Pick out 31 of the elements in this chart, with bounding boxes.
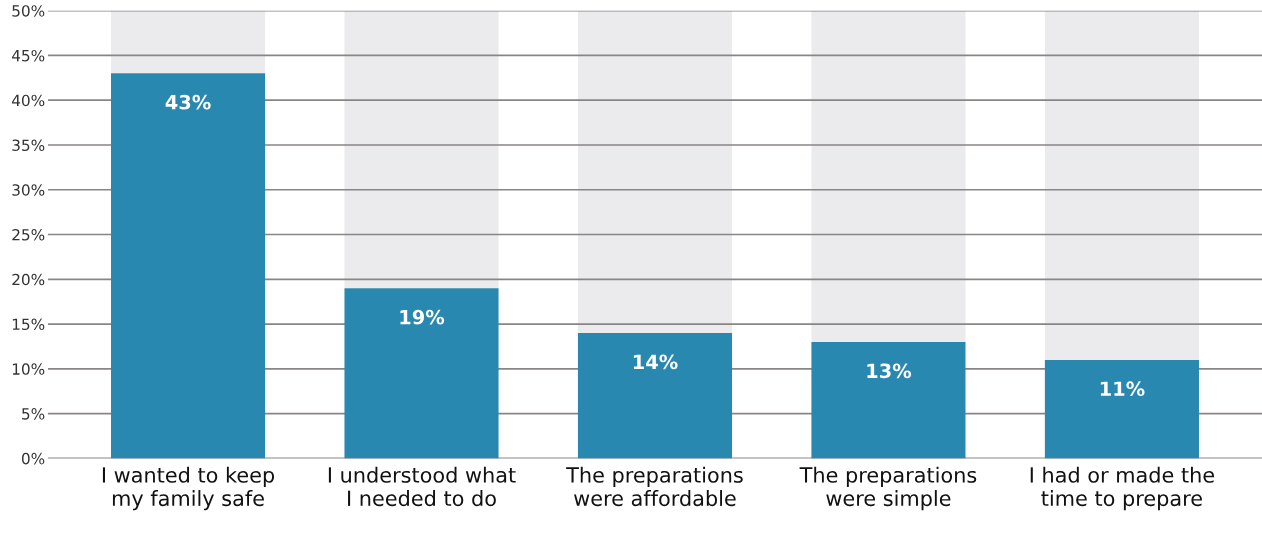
y-tick-label: 45% (11, 49, 45, 62)
bar (811, 341, 966, 459)
y-tick-label: 10% (12, 363, 45, 375)
bar (344, 10, 499, 289)
bar (110, 10, 266, 74)
bar (110, 73, 266, 459)
y-tick-label: 25% (12, 228, 45, 241)
y-tick-label: 15% (12, 318, 45, 331)
data-label: 43% (165, 94, 211, 110)
x-tick-label: The preparations were simple (799, 466, 977, 511)
y-tick-label: 50% (12, 5, 45, 17)
y-tick-label: 40% (11, 94, 45, 107)
y-tick-label: 30% (12, 184, 45, 196)
data-label: 13% (867, 363, 912, 379)
x-tick-label: I wanted to keep my family safe (102, 466, 275, 511)
x-tick-label: I understood what I needed to do (328, 466, 516, 507)
x-tick-label: The preparations were affordable (566, 466, 743, 507)
bar (577, 10, 733, 334)
y-tick-label: 35% (12, 139, 45, 151)
y-tick-label: 20% (12, 273, 45, 286)
x-tick-label: I had or made the time to prepare (1030, 466, 1215, 511)
bar (344, 288, 499, 459)
bar (1044, 10, 1199, 360)
bar (577, 333, 733, 459)
bar (811, 10, 966, 342)
y-tick-label: 5% (22, 408, 45, 420)
data-label: 19% (400, 309, 445, 325)
bar (1044, 359, 1199, 459)
data-label: 11% (1100, 381, 1145, 397)
y-tick-label: 0% (21, 452, 45, 465)
data-label: 14% (633, 354, 678, 370)
